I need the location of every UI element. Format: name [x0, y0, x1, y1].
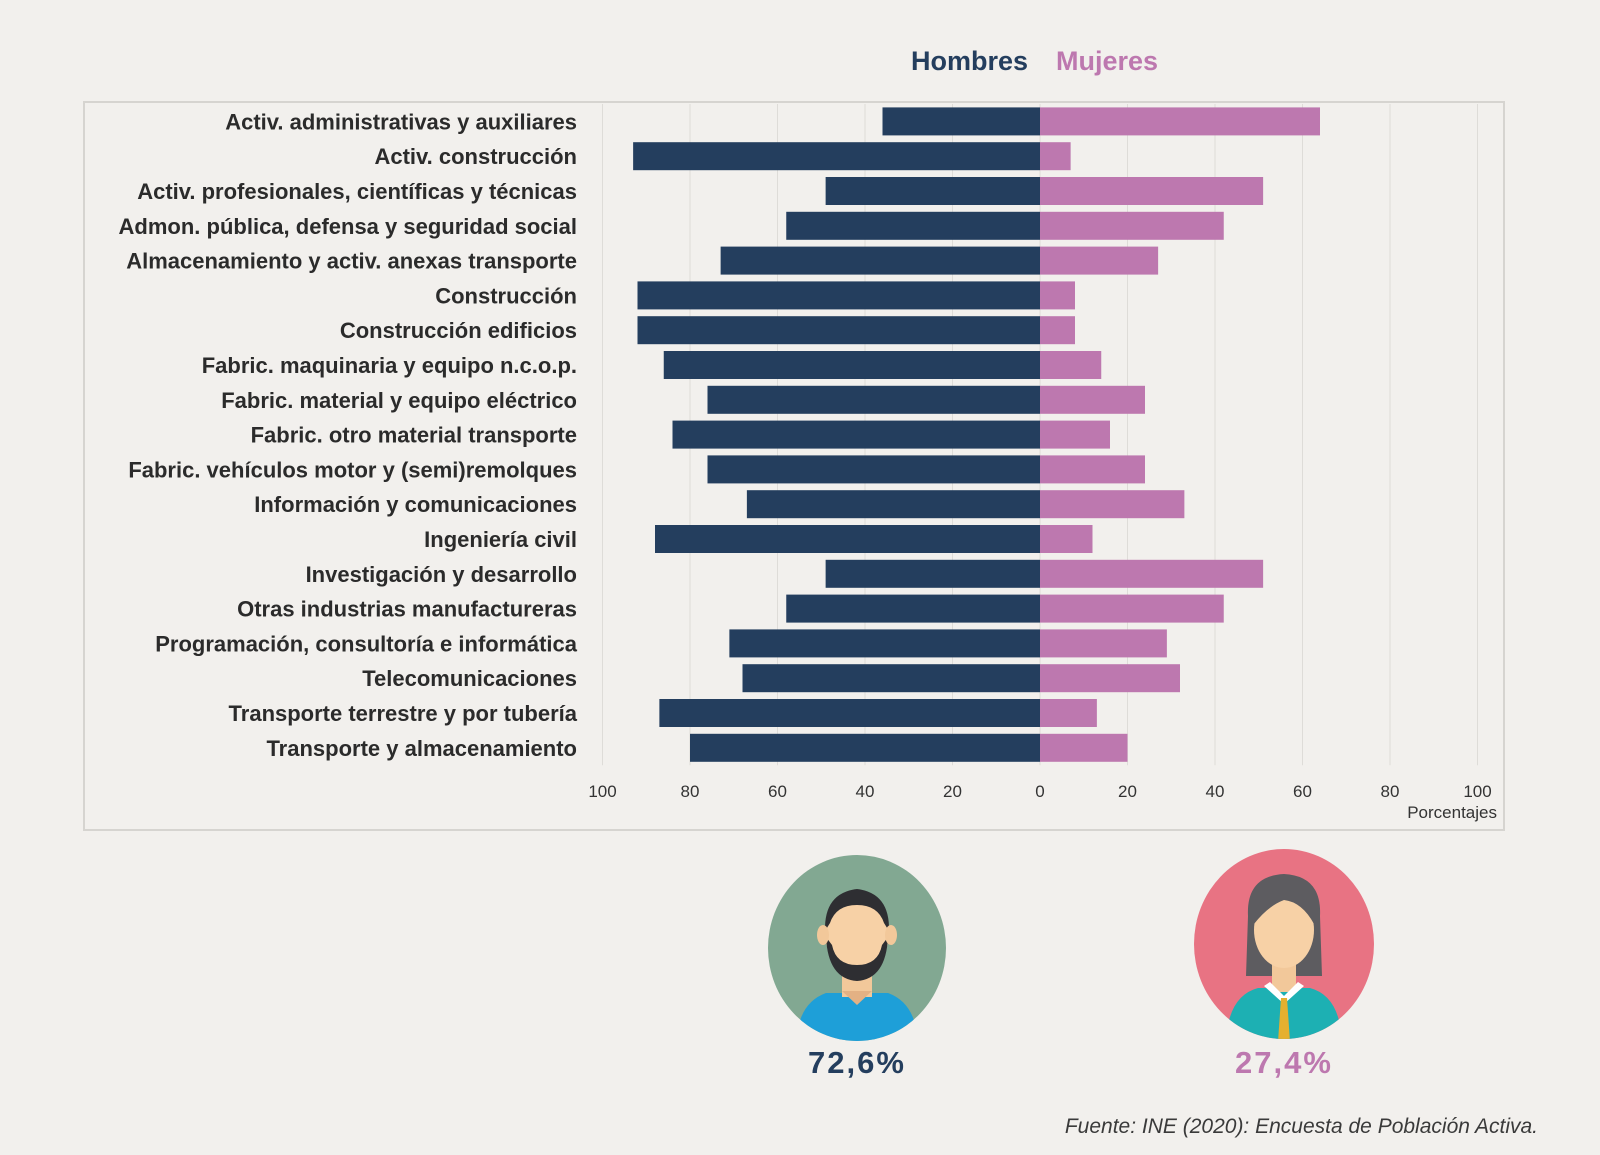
- x-axis-label: Porcentajes: [1407, 803, 1497, 822]
- bar-hombres: [637, 316, 1040, 345]
- bar-hombres: [663, 351, 1040, 379]
- legend-men: Hombres: [911, 46, 1029, 76]
- x-tick-label: 0: [1035, 782, 1044, 801]
- bar-hombres: [633, 142, 1040, 171]
- bar-mujeres: [1040, 525, 1093, 553]
- bar-hombres: [720, 246, 1040, 275]
- bar-hombres: [746, 490, 1040, 519]
- category-label: Fabric. maquinaria y equipo n.c.o.p.: [202, 353, 577, 378]
- bar-hombres: [672, 420, 1040, 449]
- x-tick-label: 80: [1381, 782, 1400, 801]
- bar-hombres: [659, 699, 1040, 727]
- category-label: Información y comunicaciones: [254, 492, 577, 517]
- bar-mujeres: [1040, 664, 1180, 693]
- bar-mujeres: [1040, 385, 1145, 414]
- man-avatar-icon: [768, 855, 946, 1041]
- bar-hombres: [729, 629, 1040, 658]
- x-tick-label: 60: [1293, 782, 1312, 801]
- category-label: Investigación y desarrollo: [306, 562, 577, 587]
- x-tick-label: 100: [1463, 782, 1491, 801]
- woman-avatar-icon: [1194, 849, 1374, 1039]
- bar-hombres: [707, 385, 1040, 414]
- bar-hombres: [825, 559, 1040, 588]
- source-note: Fuente: INE (2020): Encuesta de Població…: [1064, 1115, 1538, 1138]
- legend-women: Mujeres: [1056, 46, 1159, 76]
- category-label: Construcción: [435, 283, 577, 308]
- bar-mujeres: [1040, 594, 1224, 623]
- bar-mujeres: [1040, 559, 1264, 588]
- category-label: Fabric. vehículos motor y (semi)remolque…: [128, 457, 577, 482]
- category-label: Ingeniería civil: [424, 527, 577, 552]
- category-label: Transporte y almacenamiento: [266, 736, 577, 761]
- bar-hombres: [707, 455, 1040, 484]
- category-label: Activ. construcción: [374, 144, 577, 169]
- category-label: Activ. profesionales, científicas y técn…: [137, 179, 577, 204]
- bar-hombres: [655, 525, 1040, 553]
- bar-hombres: [786, 211, 1040, 240]
- x-tick-label: 40: [1206, 782, 1225, 801]
- bar-mujeres: [1040, 629, 1167, 658]
- bar-mujeres: [1040, 316, 1075, 345]
- bar-mujeres: [1040, 733, 1128, 762]
- bar-hombres: [637, 281, 1040, 310]
- bar-hombres: [690, 733, 1040, 762]
- x-tick-label: 20: [943, 782, 962, 801]
- women-percentage: 27,4%: [1235, 1045, 1333, 1080]
- bar-hombres: [825, 177, 1040, 205]
- bar-mujeres: [1040, 177, 1264, 205]
- category-label: Telecomunicaciones: [362, 666, 577, 691]
- x-tick-label: 80: [681, 782, 700, 801]
- category-label: Fabric. material y equipo eléctrico: [221, 388, 577, 413]
- x-tick-label: 60: [768, 782, 787, 801]
- bar-hombres: [882, 107, 1040, 136]
- category-label: Programación, consultoría e informática: [155, 631, 578, 656]
- bar-mujeres: [1040, 420, 1110, 449]
- category-label: Transporte terrestre y por tubería: [229, 701, 578, 726]
- bar-mujeres: [1040, 211, 1224, 240]
- category-label: Activ. administrativas y auxiliares: [225, 109, 577, 134]
- bar-mujeres: [1040, 281, 1075, 310]
- category-label: Admon. pública, defensa y seguridad soci…: [119, 214, 577, 239]
- category-label: Almacenamiento y activ. anexas transport…: [126, 249, 577, 274]
- bar-mujeres: [1040, 246, 1159, 275]
- bar-mujeres: [1040, 351, 1102, 379]
- bar-mujeres: [1040, 455, 1145, 484]
- bar-hombres: [786, 594, 1040, 623]
- bar-mujeres: [1040, 490, 1185, 519]
- x-tick-label: 40: [856, 782, 875, 801]
- bar-mujeres: [1040, 699, 1097, 727]
- bar-mujeres: [1040, 142, 1071, 171]
- bar-mujeres: [1040, 107, 1320, 136]
- x-tick-label: 100: [588, 782, 616, 801]
- diverging-bar-chart: Activ. administrativas y auxiliares Activ…: [83, 101, 1505, 831]
- category-label: Otras industrias manufactureras: [237, 597, 577, 622]
- category-label: Fabric. otro material transporte: [251, 423, 577, 448]
- men-percentage: 72,6%: [808, 1045, 906, 1080]
- bar-hombres: [742, 664, 1040, 693]
- category-label: Construcción edificios: [340, 318, 577, 343]
- x-tick-label: 20: [1118, 782, 1137, 801]
